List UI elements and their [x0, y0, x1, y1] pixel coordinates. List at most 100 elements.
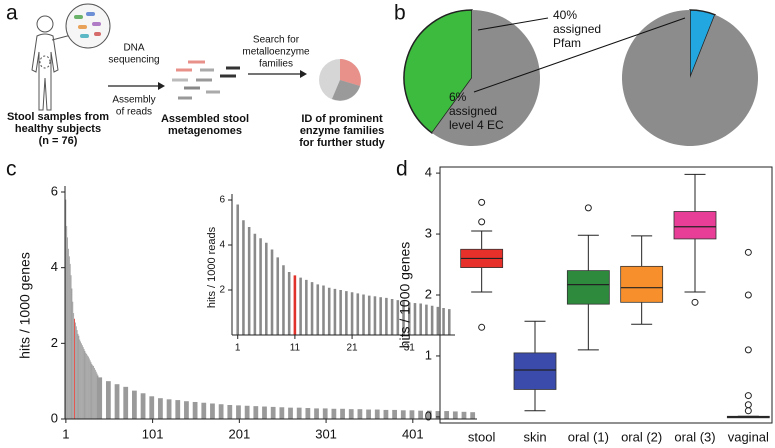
caption: healthy subjects	[15, 123, 101, 135]
x-tick-label: 301	[315, 426, 337, 441]
bar	[367, 295, 371, 335]
bar	[333, 288, 337, 335]
bar	[322, 408, 328, 419]
pie-annotation: assigned	[553, 22, 601, 36]
arrow	[108, 82, 165, 90]
bar	[88, 358, 90, 419]
bar	[96, 373, 98, 419]
bar	[83, 349, 85, 419]
bar	[305, 408, 311, 419]
bar	[70, 275, 72, 419]
outlier	[744, 392, 752, 400]
pie-annotation: assigned	[449, 104, 497, 118]
bar	[362, 294, 365, 335]
y-tick-label: 2	[425, 286, 432, 301]
bar	[350, 292, 354, 335]
bar	[244, 405, 250, 419]
bar	[327, 287, 331, 335]
pie-icon	[319, 59, 361, 101]
y-tick-label: 4	[51, 259, 58, 274]
bar	[385, 297, 388, 335]
bar	[87, 355, 88, 419]
bar	[75, 322, 76, 419]
bar	[452, 411, 458, 419]
bar	[81, 343, 82, 419]
bar	[71, 288, 73, 419]
bar	[314, 408, 319, 419]
bar	[86, 353, 88, 419]
bar	[242, 220, 245, 335]
bar	[331, 408, 337, 419]
outlier	[478, 218, 486, 226]
caption: ID of prominent	[301, 113, 383, 125]
bar	[436, 306, 440, 335]
step-label: DNA	[123, 43, 144, 54]
step-label: Search for	[253, 35, 300, 46]
outlier	[744, 401, 752, 409]
x-tick-label: 1	[62, 426, 69, 441]
bar	[95, 371, 97, 419]
bar	[80, 341, 82, 419]
y-tick-label: 6	[51, 183, 58, 198]
bar	[400, 410, 406, 419]
step-label: families	[259, 59, 293, 70]
x-tick-label: 201	[228, 426, 250, 441]
bar	[357, 409, 363, 419]
bar	[201, 402, 207, 419]
step-label: metalloenzyme	[242, 47, 310, 58]
pie-annotation: Pfam	[553, 36, 581, 50]
outlier	[744, 248, 752, 256]
bar	[69, 263, 71, 419]
y-tick-label: 3	[425, 225, 432, 240]
bar	[444, 411, 450, 419]
bar	[77, 333, 79, 419]
contig-icons	[172, 60, 240, 100]
caption: metagenomes	[168, 125, 242, 137]
y-axis-label: hits / 1000 genes	[397, 242, 413, 349]
x-tick-label: oral (1)	[568, 429, 609, 444]
outlier	[478, 198, 486, 206]
arrow	[248, 70, 307, 78]
bar	[270, 406, 276, 419]
bar	[296, 407, 302, 419]
outlier	[691, 298, 699, 306]
bar	[262, 406, 267, 419]
bar	[236, 405, 241, 419]
bar	[93, 366, 95, 419]
bar	[390, 299, 394, 335]
x-tick-label: 11	[290, 343, 301, 354]
bar	[97, 377, 103, 419]
bar	[282, 265, 285, 335]
bar	[373, 296, 377, 335]
bar	[345, 291, 348, 335]
microbe-circle	[51, 3, 111, 49]
caption: Assembled stool	[161, 113, 249, 125]
bar	[287, 272, 291, 335]
bar	[356, 293, 360, 335]
outlier	[478, 323, 486, 331]
bar	[299, 277, 302, 335]
x-tick-label: oral (3)	[674, 429, 715, 444]
bar	[140, 393, 146, 419]
y-axis-label: hits / 1000 genes	[17, 252, 33, 359]
bar	[218, 404, 224, 419]
bar	[447, 309, 451, 335]
box	[513, 352, 557, 390]
outlier	[744, 407, 752, 415]
bar	[67, 237, 69, 419]
panel-letter: c	[6, 158, 17, 181]
bar	[407, 302, 411, 335]
x-tick-label: skin	[523, 429, 546, 444]
pie-annotation: 40%	[553, 8, 577, 22]
bar	[72, 301, 74, 419]
y-tick-label: 6	[219, 195, 225, 206]
box	[620, 265, 664, 303]
x-tick-label: vaginal	[728, 429, 769, 444]
bar	[379, 297, 382, 335]
bar	[227, 405, 233, 419]
bar	[305, 279, 308, 335]
panel-letter: d	[396, 158, 408, 181]
caption: for further study	[299, 137, 385, 149]
y-tick-label: 0	[51, 410, 58, 425]
bar	[85, 352, 87, 419]
